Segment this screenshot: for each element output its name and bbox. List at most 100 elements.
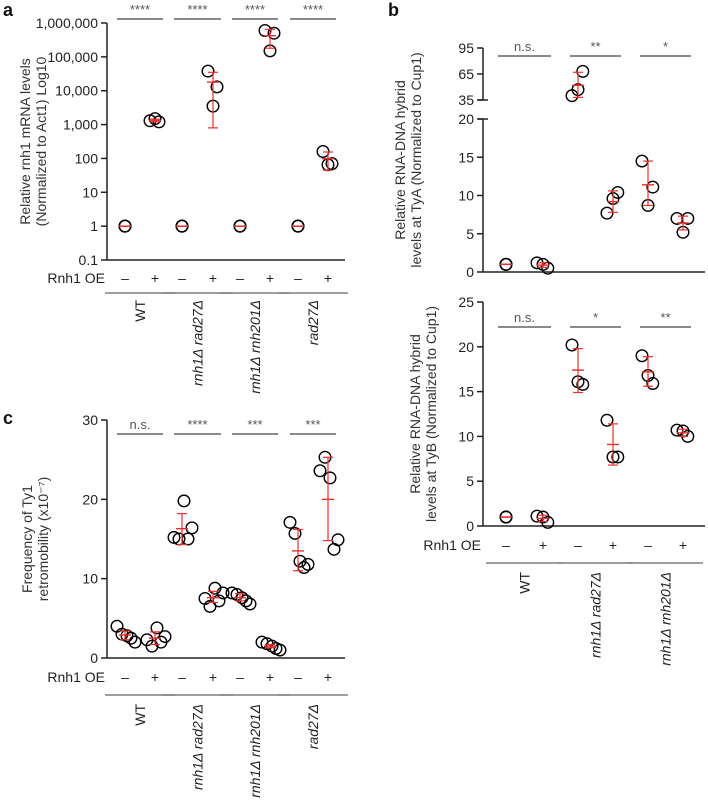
data-point	[600, 206, 614, 220]
y-tick-label: 35	[458, 92, 474, 108]
significance-label: *	[663, 39, 668, 54]
panel-label-a: a	[3, 0, 14, 20]
data-point	[150, 621, 164, 635]
data-point	[201, 64, 215, 78]
y-tick-label: 100	[75, 150, 99, 166]
y-tick-label: 20	[458, 339, 474, 355]
y-tick-label: 0	[90, 650, 98, 666]
data-point	[288, 526, 302, 540]
y-tick-label: 1,000	[63, 117, 98, 133]
data-point	[536, 257, 550, 271]
oe-minus: –	[178, 669, 186, 685]
genotype-label: WT	[517, 572, 533, 594]
data-point	[148, 112, 162, 126]
significance-label: ****	[245, 2, 265, 17]
significance-label: ***	[247, 417, 262, 432]
y-tick-label: 1,000,000	[36, 15, 98, 31]
data-point	[185, 521, 199, 535]
genotype-label: WT	[132, 704, 148, 726]
significance-label: ****	[130, 2, 150, 17]
oe-plus: +	[151, 669, 159, 685]
y-axis-label: Frequency of Ty1	[19, 485, 35, 593]
oe-plus: +	[324, 669, 332, 685]
genotype-label: rnh1Δ rad27Δ	[588, 572, 604, 658]
y-tick-label: 15	[458, 149, 474, 165]
y-tick-label: 10	[458, 428, 474, 444]
data-point	[216, 586, 230, 600]
genotype-label: WT	[132, 300, 148, 322]
y-tick-label: 25	[458, 294, 474, 310]
y-axis-label: retromobility (x10⁻⁷)	[35, 477, 51, 601]
y-tick-label: 20	[458, 111, 474, 127]
y-tick-label: 10,000	[55, 83, 98, 99]
oe-minus: –	[236, 270, 244, 286]
y-tick-label: 0.1	[79, 252, 99, 268]
panel-label-c: c	[3, 408, 13, 428]
data-point	[210, 80, 224, 94]
data-point	[646, 180, 660, 194]
data-point	[600, 413, 614, 427]
significance-label: ****	[303, 2, 323, 17]
data-point	[273, 643, 287, 657]
panel-label-b: b	[388, 0, 399, 20]
oe-plus: +	[539, 537, 547, 553]
significance-label: n.s.	[514, 39, 535, 54]
y-tick-label: 1	[90, 218, 98, 234]
data-point	[158, 630, 172, 644]
significance-label: n.s.	[130, 417, 151, 432]
data-point	[313, 464, 327, 478]
y-tick-label: 5	[466, 226, 474, 242]
rnh1-oe-label: Rnh1 OE	[47, 270, 105, 286]
y-tick-label: 100,000	[47, 49, 98, 65]
genotype-label: rnh1Δ rad27Δ	[190, 300, 206, 386]
rnh1-oe-label: Rnh1 OE	[47, 669, 105, 685]
oe-plus: +	[151, 270, 159, 286]
significance-label: ****	[187, 2, 207, 17]
genotype-label: rnh1Δ rnh201Δ	[247, 300, 263, 394]
oe-minus: –	[121, 270, 129, 286]
oe-minus: –	[502, 537, 510, 553]
data-point	[536, 510, 550, 524]
genotype-label: rad27Δ	[305, 704, 321, 749]
significance-label: ***	[305, 417, 320, 432]
data-point	[177, 494, 191, 508]
genotype-label: rad27Δ	[305, 300, 321, 345]
data-point	[611, 450, 625, 464]
data-point	[565, 338, 579, 352]
data-point	[181, 532, 195, 546]
oe-plus: +	[324, 270, 332, 286]
data-point	[323, 471, 337, 485]
y-axis-label: levels at TyA (Normalized to Cup1)	[408, 52, 424, 267]
y-axis-label: (Normalized to Act1) Log10	[33, 56, 49, 226]
oe-plus: +	[609, 537, 617, 553]
genotype-label: rnh1Δ rnh201Δ	[658, 572, 674, 666]
data-point	[635, 349, 649, 363]
y-tick-label: 20	[82, 491, 98, 507]
oe-minus: –	[294, 669, 302, 685]
genotype-label: rnh1Δ rad27Δ	[190, 704, 206, 790]
oe-minus: –	[644, 537, 652, 553]
y-tick-label: 0	[466, 518, 474, 534]
y-axis-label: Relative rnh1 mRNA levels	[17, 58, 33, 225]
y-tick-label: 65	[458, 66, 474, 82]
y-tick-label: 5	[466, 473, 474, 489]
y-axis-label: Relative RNA-DNA hybrid	[392, 80, 408, 240]
oe-minus: –	[294, 270, 302, 286]
y-axis-label: Relative RNA-DNA hybrid	[407, 334, 423, 494]
data-point	[167, 530, 181, 544]
y-tick-label: 10	[82, 571, 98, 587]
data-point	[681, 211, 695, 225]
y-tick-label: 15	[458, 384, 474, 400]
significance-label: **	[660, 310, 670, 325]
data-point	[128, 635, 142, 649]
data-point	[145, 639, 159, 653]
data-point	[301, 557, 315, 571]
oe-minus: –	[121, 669, 129, 685]
oe-plus: +	[209, 669, 217, 685]
oe-plus: +	[266, 669, 274, 685]
data-point	[283, 515, 297, 529]
oe-plus: +	[209, 270, 217, 286]
data-point	[576, 64, 590, 78]
significance-label: n.s.	[514, 310, 535, 325]
significance-label: ****	[187, 417, 207, 432]
